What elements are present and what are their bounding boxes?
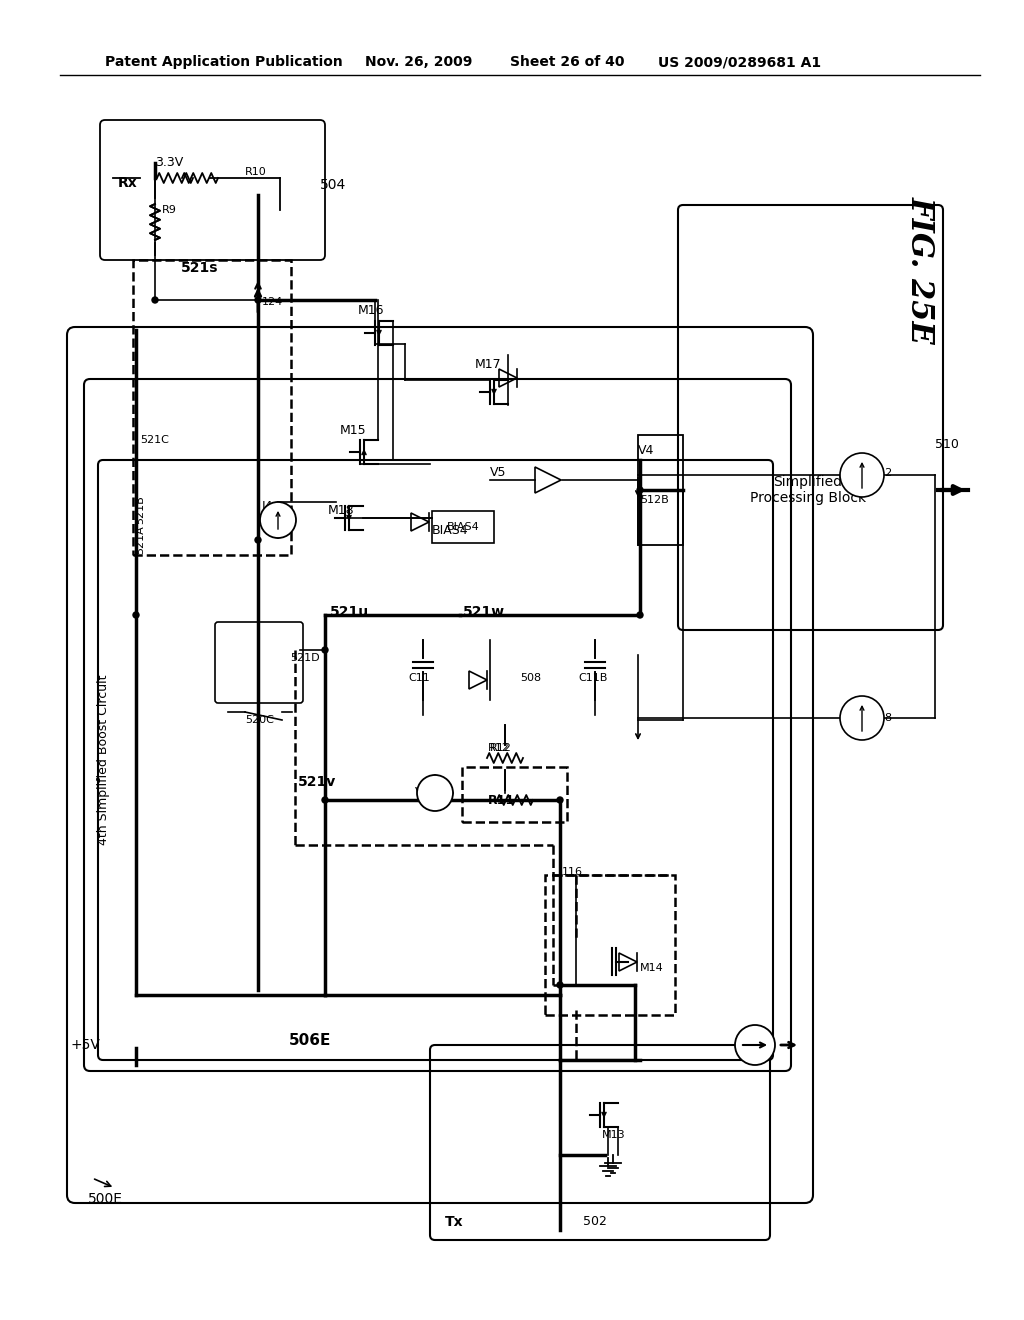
Text: 510: 510 [935,438,958,451]
Circle shape [260,502,296,539]
Text: R12: R12 [490,743,512,752]
Circle shape [637,612,643,618]
Text: V5: V5 [490,466,507,479]
Text: Sheet 26 of 40: Sheet 26 of 40 [510,55,625,69]
Circle shape [557,982,563,987]
Text: Patent Application Publication: Patent Application Publication [105,55,343,69]
Text: 512B: 512B [640,495,669,506]
Text: 521u: 521u [330,605,369,619]
Text: 116: 116 [562,867,583,876]
Text: V4: V4 [638,444,654,457]
Text: 122: 122 [872,469,893,478]
Text: 521s: 521s [181,261,219,275]
Text: 521D: 521D [290,653,319,663]
Circle shape [322,797,328,803]
Text: 521B: 521B [135,495,145,524]
Circle shape [255,297,261,304]
Text: M15: M15 [340,424,367,437]
Circle shape [152,297,158,304]
Text: V3: V3 [415,785,431,799]
Text: US 2009/0289681 A1: US 2009/0289681 A1 [658,55,821,69]
Text: 508: 508 [520,673,541,682]
Text: R12: R12 [488,743,510,752]
Text: C11B: C11B [578,673,607,682]
Text: 504: 504 [319,178,346,191]
Bar [545,875,675,1015]
Text: 521A: 521A [135,525,145,554]
Text: 500E: 500E [88,1192,123,1206]
Circle shape [255,537,261,543]
Circle shape [322,647,328,653]
Text: Rx: Rx [118,176,138,190]
Text: FIG. 25E: FIG. 25E [904,197,936,345]
Text: 521C: 521C [140,436,169,445]
Text: BIAS4: BIAS4 [446,521,479,532]
Text: M18: M18 [328,503,354,516]
Text: BIAS4: BIAS4 [432,524,469,536]
Circle shape [637,487,643,492]
Text: C11: C11 [408,673,430,682]
Text: R10: R10 [245,168,266,177]
Text: 506E: 506E [289,1034,331,1048]
Text: 4th Simplified Boost Circuit: 4th Simplified Boost Circuit [96,675,110,845]
Circle shape [133,612,139,618]
Text: Nov. 26, 2009: Nov. 26, 2009 [365,55,472,69]
Circle shape [840,453,884,498]
Bar [432,511,494,543]
Text: 520C: 520C [245,715,273,725]
Circle shape [735,1026,775,1065]
Circle shape [557,797,563,803]
Text: M14: M14 [640,964,664,973]
Text: R9: R9 [162,205,177,215]
Text: 3.3V: 3.3V [155,157,183,169]
Text: 521w: 521w [463,605,505,619]
Bar [462,767,567,822]
Text: Simplified
Processing Block: Simplified Processing Block [750,475,866,506]
Text: I3: I3 [755,1035,767,1048]
Circle shape [417,775,453,810]
Text: R11: R11 [488,793,515,807]
Bar [638,436,683,545]
Text: M13: M13 [602,1130,626,1140]
Text: 502: 502 [583,1214,607,1228]
Text: 118: 118 [872,713,893,723]
Text: M17: M17 [475,359,502,371]
Text: 521v: 521v [298,775,336,789]
Text: M16: M16 [358,304,384,317]
Bar [133,260,291,554]
Text: Tx: Tx [445,1214,464,1229]
Text: +5V: +5V [70,1038,100,1052]
Text: 124: 124 [262,297,284,308]
Circle shape [840,696,884,741]
Text: I4: I4 [262,500,273,513]
